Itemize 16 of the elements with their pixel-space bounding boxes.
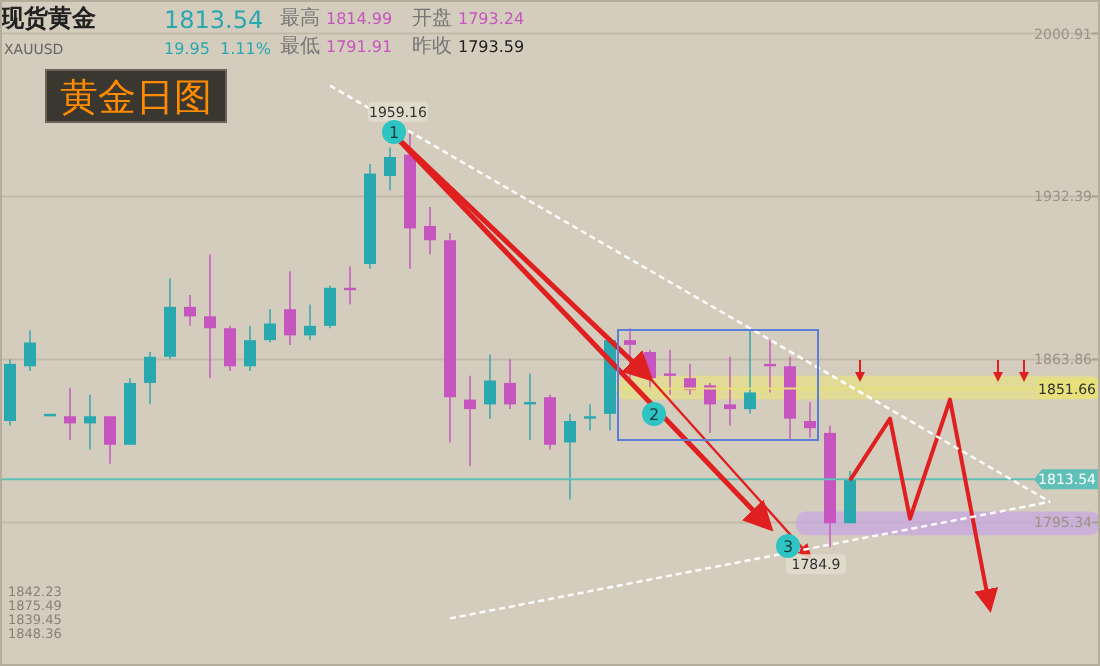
annotation: 昨收 xyxy=(412,34,452,58)
annotation: 开盘 xyxy=(412,6,452,30)
annotation: 1793.24 xyxy=(458,10,525,28)
text: 黄金日图 xyxy=(60,76,212,120)
annotation: 19.95 xyxy=(164,40,210,58)
annotation: 1 xyxy=(388,124,400,142)
annotation: 最低 xyxy=(280,36,320,58)
annotation: 1814.99 xyxy=(326,10,393,28)
annotation: 1813.54 xyxy=(164,6,264,34)
annotation: 1.11% xyxy=(220,40,272,58)
annotation: 1793.59 xyxy=(458,38,525,56)
annotation: 2 xyxy=(648,406,660,424)
annotation: 3 xyxy=(782,538,794,556)
annotation: 现货黄金 xyxy=(0,4,98,32)
annotation: 最高 xyxy=(280,6,320,30)
annotation: 1791.91 xyxy=(326,38,393,56)
